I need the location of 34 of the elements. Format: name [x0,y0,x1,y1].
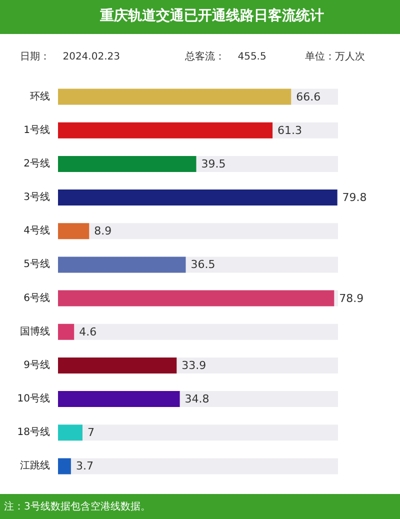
y-tick-label: 3号线 [24,191,50,204]
data-label: 7 [88,426,94,440]
y-tick-label: 环线 [30,90,50,102]
text: 注：3号线数据包含空港线数据。 [4,500,150,512]
data-label: 33.9 [182,358,206,372]
bar [58,424,82,441]
y-tick-label: 9号线 [24,358,50,371]
text: 日期： 2024.02.23 [20,50,120,62]
data-label: 66.6 [296,90,321,104]
data-label: 79.8 [342,191,367,204]
y-tick-label: 6号线 [24,292,50,304]
data-label: 4.6 [79,325,97,338]
bar [58,223,90,240]
text: 总客流： 455.5 [184,50,266,62]
y-tick-label: 5号线 [24,258,50,270]
bar [58,290,334,306]
data-label: 36.5 [190,258,216,272]
bar [58,458,71,474]
data-label: 61.3 [278,124,302,137]
data-label: 34.8 [184,392,210,406]
y-tick-label: 10号线 [17,392,50,405]
y-tick-label: 18号线 [17,426,50,438]
y-tick-label: 1号线 [24,124,50,136]
data-label: 39.5 [201,157,226,170]
data-label: 3.7 [76,460,94,473]
y-tick-label: 4号线 [24,224,50,237]
text: 单位：万人次 [305,50,365,62]
bar [58,324,74,340]
y-tick-label: 2号线 [24,157,50,170]
data-label: 78.9 [339,292,364,305]
y-tick-label: 江跳线 [20,460,50,472]
chart-title: 重庆轨道交通已开通线路日客流统计 [99,7,324,24]
y-tick-label: 国博线 [20,325,50,338]
data-label: 8.9 [94,224,112,238]
